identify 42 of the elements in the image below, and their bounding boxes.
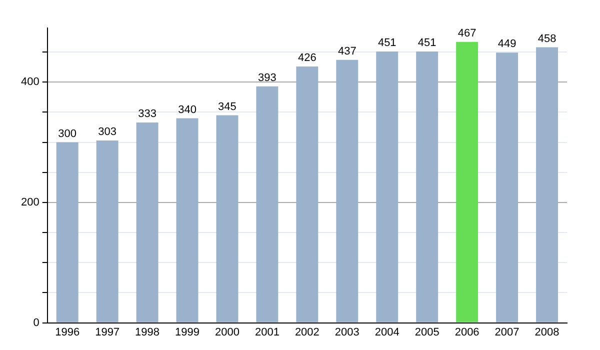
data-label: 345 xyxy=(218,100,236,113)
data-label: 300 xyxy=(58,128,77,140)
data-label: 451 xyxy=(378,36,396,49)
x-tick-label: 2001 xyxy=(254,326,280,338)
bar xyxy=(376,51,398,322)
x-tick-label: 2008 xyxy=(534,326,560,338)
bar xyxy=(216,115,238,322)
y-tick-label: 400 xyxy=(20,76,40,88)
x-tick-label: 1997 xyxy=(95,326,120,338)
bar xyxy=(56,142,78,322)
x-tick-label: 2007 xyxy=(494,326,520,338)
data-label: 303 xyxy=(98,126,116,138)
x-tick-label: 2004 xyxy=(374,326,400,338)
data-label: 393 xyxy=(258,72,276,84)
bar xyxy=(456,42,478,322)
data-label: 458 xyxy=(538,32,556,45)
x-tick-label: 1996 xyxy=(55,326,80,338)
bar xyxy=(336,60,358,322)
bar xyxy=(296,66,318,322)
bar xyxy=(536,47,558,322)
data-label: 333 xyxy=(138,108,156,120)
bar xyxy=(96,140,118,322)
bar xyxy=(416,51,438,322)
x-tick-label: 2002 xyxy=(294,326,320,338)
bar xyxy=(496,52,518,322)
data-label: 437 xyxy=(338,45,356,58)
data-label: 340 xyxy=(178,104,196,116)
x-tick-label: 2003 xyxy=(334,326,360,338)
y-tick-label: 0 xyxy=(33,316,40,329)
bar xyxy=(136,122,158,322)
data-label: 449 xyxy=(498,38,516,50)
y-tick-label: 200 xyxy=(20,196,40,209)
data-label: 467 xyxy=(458,27,476,40)
x-tick-label: 1999 xyxy=(175,326,200,338)
bar xyxy=(176,118,198,322)
x-tick-label: 2005 xyxy=(414,326,440,338)
bar xyxy=(256,86,278,322)
data-label: 451 xyxy=(418,36,436,49)
x-tick-label: 2006 xyxy=(454,326,480,338)
data-label: 426 xyxy=(298,52,316,64)
x-tick-label: 1998 xyxy=(135,326,160,338)
x-tick-label: 2000 xyxy=(214,326,240,338)
